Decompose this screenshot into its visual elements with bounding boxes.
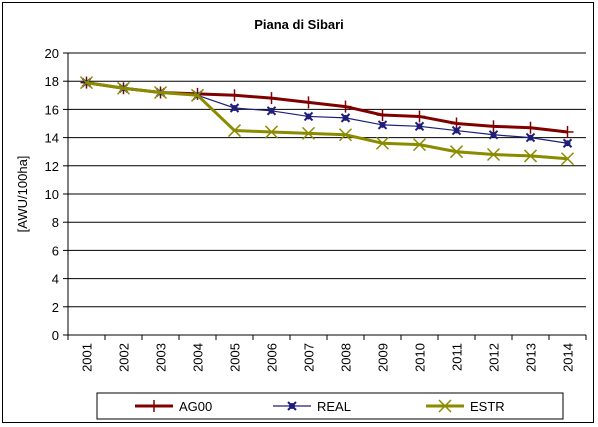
y-tick-label: 6 (52, 243, 59, 258)
data-point (438, 399, 452, 413)
y-tick-label: 8 (52, 215, 59, 230)
data-point (339, 100, 352, 113)
data-point (451, 125, 462, 136)
data-point (303, 111, 314, 122)
x-tick-label: 2001 (80, 343, 95, 372)
data-point (375, 136, 390, 150)
y-tick-label: 16 (45, 102, 59, 117)
data-point (525, 132, 536, 143)
data-point (287, 401, 297, 411)
data-point (414, 121, 425, 132)
data-point (264, 125, 279, 139)
y-tick-label: 4 (52, 272, 59, 287)
legend: AG00 REAL ESTR (96, 392, 564, 420)
data-point (153, 85, 168, 100)
x-tick-label: 2004 (191, 343, 206, 372)
data-point (376, 109, 389, 122)
data-point (190, 88, 205, 102)
series-ag00 (80, 76, 574, 138)
y-tick-label: 18 (45, 74, 59, 89)
data-point (488, 130, 499, 140)
data-point (265, 92, 278, 105)
data-point (562, 138, 573, 148)
data-point (412, 138, 427, 152)
data-point (340, 113, 351, 123)
y-ticks: 0 2 4 6 8 10 12 14 16 18 20 (45, 46, 68, 343)
x-tick-label: 2014 (561, 343, 576, 372)
x-tick-label: 2008 (339, 343, 354, 372)
x-tick-label: 2012 (487, 343, 502, 372)
legend-item-real: REAL (273, 399, 351, 414)
x-ticks: 2001 2002 2003 2004 2005 2006 2007 2008 2009 2010… (67, 335, 587, 372)
series-line (86, 81, 568, 161)
series-real (81, 77, 573, 148)
data-point (449, 145, 464, 159)
chart-title: Piana di Sibari (254, 17, 344, 32)
data-point (227, 124, 242, 138)
data-point (148, 400, 160, 412)
y-tick-label: 10 (45, 187, 59, 202)
x-tick-label: 2010 (413, 343, 428, 372)
x-tick-label: 2009 (376, 343, 391, 372)
data-point (266, 106, 277, 116)
data-point (116, 81, 131, 95)
x-tick-label: 2011 (450, 343, 465, 371)
data-point (560, 152, 575, 166)
series-group (79, 76, 575, 166)
data-point (523, 149, 538, 163)
legend-item-ag00: AG00 (135, 399, 212, 414)
data-point (524, 121, 537, 134)
legend-box (96, 392, 564, 420)
chart-frame (2, 2, 594, 423)
data-point (377, 120, 388, 130)
legend-item-estr: ESTR (426, 399, 505, 414)
data-point (301, 126, 316, 140)
data-point (228, 89, 241, 102)
data-point (302, 96, 315, 109)
y-tick-label: 12 (45, 159, 59, 174)
x-tick-label: 2013 (524, 343, 539, 372)
legend-label: ESTR (470, 399, 505, 414)
y-tick-label: 14 (45, 131, 59, 146)
x-tick-label: 2002 (117, 343, 132, 372)
y-tick-label: 0 (52, 328, 59, 343)
y-tick-label: 2 (52, 300, 59, 315)
data-point (486, 147, 501, 162)
x-tick-label: 2007 (302, 343, 317, 372)
data-point (338, 128, 353, 142)
x-tick-label: 2003 (154, 343, 169, 372)
data-point (413, 110, 426, 123)
y-axis-label: [AWU/100ha] (15, 156, 30, 233)
legend-label: REAL (317, 399, 351, 414)
series-estr (79, 76, 575, 166)
data-point (79, 76, 94, 90)
data-point (450, 117, 463, 130)
y-tick-label: 20 (45, 46, 59, 61)
data-point (561, 125, 574, 138)
data-point (487, 120, 500, 133)
x-tick-label: 2005 (228, 343, 243, 372)
legend-label: AG00 (179, 399, 212, 414)
x-tick-label: 2006 (265, 343, 280, 372)
data-point (229, 103, 240, 113)
grid (68, 52, 586, 308)
